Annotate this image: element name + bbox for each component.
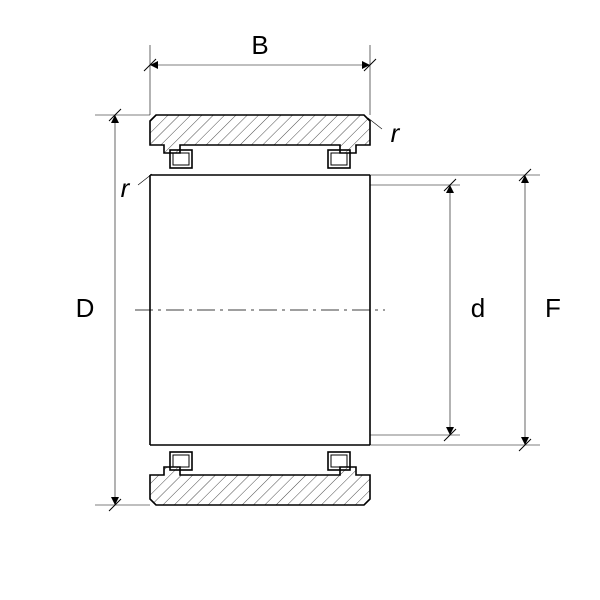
dim-B: B xyxy=(251,30,268,60)
label-r-left: r xyxy=(121,173,131,203)
dim-D: D xyxy=(76,293,95,323)
label-r-top: r xyxy=(391,118,401,148)
dim-d: d xyxy=(471,293,485,323)
dim-F: F xyxy=(545,293,561,323)
bearing-section-diagram: B Dd Fr r xyxy=(0,0,600,600)
